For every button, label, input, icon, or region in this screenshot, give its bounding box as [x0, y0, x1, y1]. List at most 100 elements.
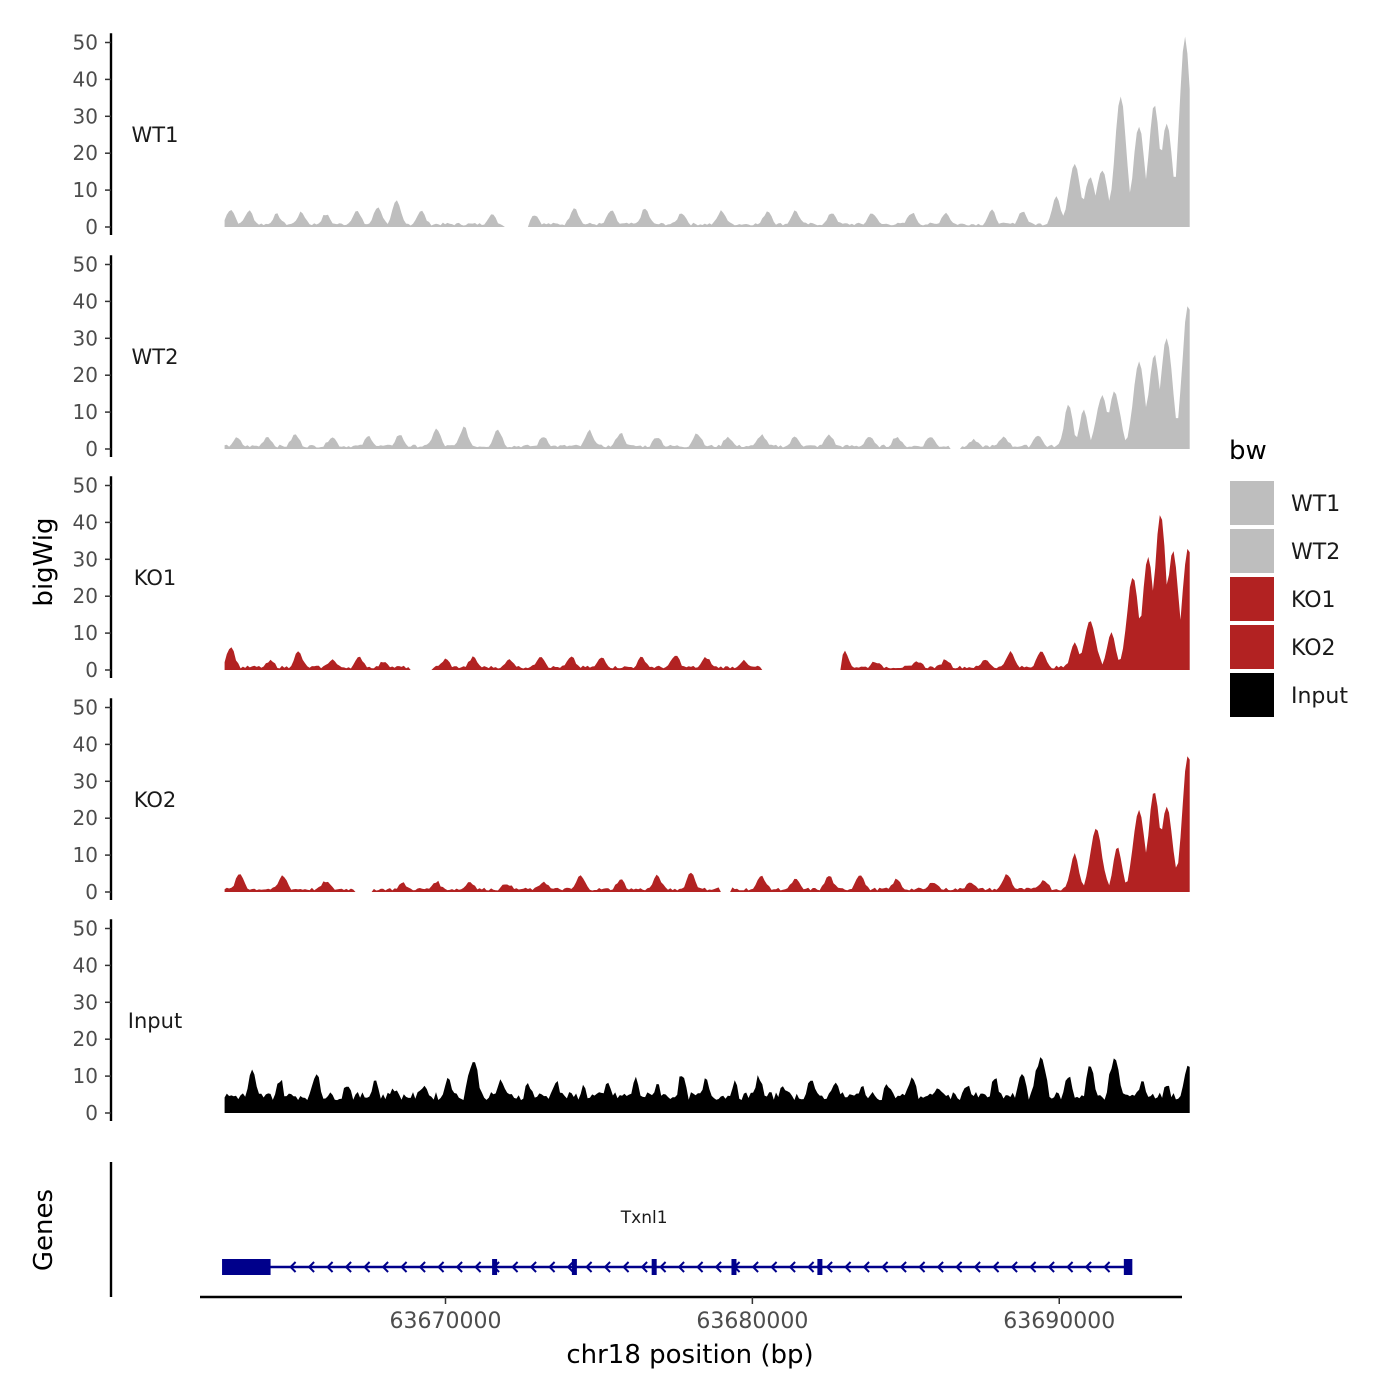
- gene-exon: [651, 1259, 657, 1275]
- track-label: Input: [128, 1009, 182, 1033]
- strand-arrow: [326, 1261, 334, 1273]
- strand-arrow: [862, 1261, 870, 1273]
- strand-arrow: [603, 1261, 611, 1273]
- strand-arrow: [492, 1261, 500, 1273]
- x-ticks: 63670000 63680000 63690000: [390, 1297, 1115, 1334]
- y-tick-label: 40: [73, 289, 98, 313]
- track-label: WT2: [132, 345, 179, 369]
- y-tick-label: 40: [73, 732, 98, 756]
- strand-arrow: [1066, 1261, 1074, 1273]
- y-tick-label: 10: [73, 400, 98, 424]
- y-tick-label: 20: [73, 363, 98, 387]
- legend-label-wt1: WT1: [1291, 492, 1340, 517]
- genes-axis-title: Genes: [29, 1189, 59, 1271]
- strand-arrow: [696, 1261, 704, 1273]
- strand-arrow: [1047, 1261, 1055, 1273]
- x-tick-label: 63680000: [696, 1309, 808, 1334]
- legend-key-wt1: [1230, 481, 1274, 525]
- strand-arrow: [788, 1261, 796, 1273]
- strand-arrow: [714, 1261, 722, 1273]
- strand-arrow: [474, 1261, 482, 1273]
- strand-arrow: [733, 1261, 741, 1273]
- strand-arrow: [437, 1261, 445, 1273]
- x-tick-label: 63690000: [1003, 1309, 1115, 1334]
- y-tick-label: 30: [73, 547, 98, 571]
- x-axis: 63670000 63680000 63690000 chr18 position …: [200, 1295, 1182, 1370]
- track-ko1: 0 10 20 30 40 50 KO1: [73, 474, 1190, 682]
- y-tick-label: 50: [73, 696, 98, 720]
- signal-area-wt2: [224, 306, 1190, 449]
- signal-area-ko1: [224, 515, 1190, 670]
- strand-arrow: [566, 1261, 574, 1273]
- legend-label-input: Input: [1291, 684, 1348, 709]
- tracks: 0 10 20 30 40 50 WT1 0 10 20 30 40 50 WT2 0 10 20 30 40 50 K…: [73, 31, 1190, 1125]
- x-tick-label: 63670000: [390, 1309, 502, 1334]
- gene-name-label: Txnl1: [620, 1208, 668, 1228]
- strand-arrow: [548, 1261, 556, 1273]
- track-label: WT1: [132, 123, 179, 147]
- strand-arrow: [751, 1261, 759, 1273]
- legend-items: WT1 WT2 KO1 KO2 Input: [1230, 481, 1348, 717]
- gene-exon: [222, 1259, 228, 1275]
- y-tick-label: 0: [85, 658, 98, 682]
- y-tick-label: 20: [73, 1027, 98, 1051]
- y-tick-label: 30: [73, 326, 98, 350]
- strand-arrow: [307, 1261, 315, 1273]
- y-tick-label: 30: [73, 990, 98, 1014]
- strand-arrow: [936, 1261, 944, 1273]
- y-axis-title: bigWig: [29, 517, 59, 606]
- gene-exon: [571, 1259, 577, 1275]
- y-tick-label: 10: [73, 1064, 98, 1088]
- y-tick-label: 20: [73, 584, 98, 608]
- y-tick-label: 30: [73, 769, 98, 793]
- strand-arrow: [529, 1261, 537, 1273]
- legend-label-wt2: WT2: [1291, 540, 1340, 565]
- gene-exon-end: [1123, 1259, 1131, 1275]
- y-tick-label: 0: [85, 880, 98, 904]
- strand-arrow: [807, 1261, 815, 1273]
- signal-area-input: [224, 1057, 1190, 1113]
- genes-panel: Genes Txnl1: [29, 1162, 1133, 1297]
- y-tick-label: 50: [73, 917, 98, 941]
- y-tick-label: 40: [73, 510, 98, 534]
- strand-arrow: [992, 1261, 1000, 1273]
- legend-key-ko2: [1230, 625, 1274, 669]
- y-tick-label: 10: [73, 843, 98, 867]
- y-tick-label: 40: [73, 67, 98, 91]
- strand-arrow: [825, 1261, 833, 1273]
- strand-arrow: [344, 1261, 352, 1273]
- strand-arrow: [1103, 1261, 1111, 1273]
- y-tick-label: 30: [73, 104, 98, 128]
- strand-arrow: [770, 1261, 778, 1273]
- strand-arrow: [955, 1261, 963, 1273]
- track-label: KO2: [134, 788, 177, 812]
- strand-arrow: [1029, 1261, 1037, 1273]
- strand-arrow: [363, 1261, 371, 1273]
- strand-arrow: [844, 1261, 852, 1273]
- y-tick-label: 50: [73, 253, 98, 277]
- y-tick-label: 50: [73, 31, 98, 55]
- strand-arrow: [881, 1261, 889, 1273]
- y-tick-label: 10: [73, 621, 98, 645]
- strand-arrow: [918, 1261, 926, 1273]
- y-tick-label: 0: [85, 1101, 98, 1125]
- legend-label-ko2: KO2: [1291, 636, 1336, 661]
- strand-arrow: [400, 1261, 408, 1273]
- strand-arrow: [622, 1261, 630, 1273]
- legend-key-wt2: [1230, 529, 1274, 573]
- legend-key-ko1: [1230, 577, 1274, 621]
- track-wt2: 0 10 20 30 40 50 WT2: [73, 253, 1190, 461]
- legend-key-input: [1230, 673, 1274, 717]
- legend-title: bw: [1229, 436, 1267, 466]
- y-tick-label: 20: [73, 806, 98, 830]
- y-tick-label: 0: [85, 215, 98, 239]
- track-wt1: 0 10 20 30 40 50 WT1: [73, 31, 1190, 239]
- strand-arrow: [973, 1261, 981, 1273]
- strand-arrow: [289, 1261, 297, 1273]
- gene-exon: [817, 1259, 823, 1275]
- gene-model: Txnl1: [222, 1208, 1133, 1275]
- y-tick-label: 40: [73, 953, 98, 977]
- strand-arrow: [640, 1261, 648, 1273]
- strand-arrow: [677, 1261, 685, 1273]
